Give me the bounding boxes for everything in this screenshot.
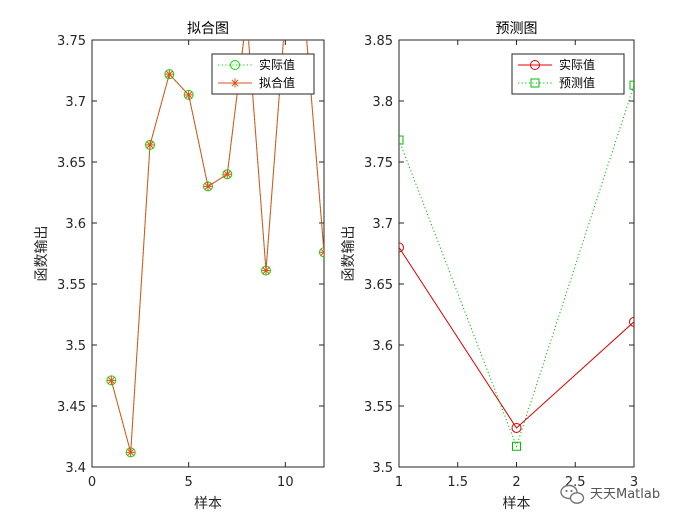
y-tick-label: 3.75: [364, 156, 393, 171]
series-layer: [106, 11, 324, 458]
watermark: 天天Matlab: [560, 484, 660, 504]
asterisk-stroke: [204, 182, 212, 190]
x-tick-label: 1: [395, 475, 403, 490]
data-point-circle: [629, 316, 634, 327]
chart-title: 拟合图: [187, 21, 229, 37]
legend-label: 实际值: [559, 57, 595, 72]
y-tick-label: 3.45: [57, 400, 86, 415]
x-tick-label: 5: [185, 475, 193, 490]
data-point-square: [512, 441, 521, 451]
data-point-asterisk: [242, 11, 251, 20]
y-tick-label: 3.7: [372, 217, 393, 232]
legend-label: 预测值: [559, 75, 595, 90]
data-point-circle: [242, 11, 251, 20]
watermark-text: 天天Matlab: [590, 487, 660, 502]
x-axis-label: 样本: [503, 496, 531, 512]
x-tick-label: 2: [512, 475, 520, 490]
y-tick-label: 3.6: [372, 339, 393, 354]
x-axis-label: 样本: [194, 496, 222, 512]
asterisk-stroke: [282, 12, 288, 18]
y-tick-label: 3.6: [65, 217, 86, 232]
asterisk-stroke: [301, 12, 307, 18]
asterisk-stroke: [127, 448, 135, 456]
data-point-circle: [399, 242, 404, 253]
chart-title: 预测图: [496, 21, 538, 37]
data-point-circle: [281, 11, 290, 20]
x-tick-label: 3: [630, 475, 638, 490]
data-point-circle: [530, 60, 540, 70]
data-point-asterisk: [281, 11, 290, 20]
data-point-square: [399, 135, 404, 145]
y-tick-label: 3.8: [372, 95, 393, 110]
data-point-square: [629, 80, 634, 90]
asterisk-stroke: [243, 12, 249, 18]
data-point-asterisk: [203, 181, 213, 191]
y-tick-label: 3.55: [364, 400, 393, 415]
x-tick-label: 1.5: [447, 475, 468, 490]
asterisk-stroke: [223, 170, 231, 178]
data-point-asterisk: [222, 169, 232, 179]
asterisk-stroke: [231, 79, 239, 87]
data-point-asterisk: [261, 266, 271, 276]
data-point-asterisk: [164, 69, 174, 79]
y-tick-label: 3.85: [364, 34, 393, 49]
asterisk-stroke: [262, 267, 270, 275]
data-point-asterisk: [319, 247, 324, 257]
data-point-asterisk: [184, 90, 194, 100]
wechat-icon: [560, 484, 585, 504]
asterisk-stroke: [185, 91, 193, 99]
y-tick-label: 3.65: [364, 278, 393, 293]
y-tick-label: 3.4: [65, 461, 86, 476]
legend-box: [211, 53, 315, 95]
data-point-asterisk: [106, 375, 116, 385]
series-line: [110, 40, 324, 453]
series-line: [399, 84, 634, 448]
x-tick-label: 10: [277, 475, 294, 490]
y-tick-label: 3.65: [57, 156, 86, 171]
asterisk-stroke: [146, 141, 154, 149]
series-line: [399, 247, 634, 429]
data-point-asterisk: [230, 78, 240, 88]
legend-label: 实际值: [259, 57, 295, 72]
plot-area: [91, 39, 325, 468]
y-axis-label: 函数输出: [34, 226, 50, 282]
plot-area: [398, 39, 635, 468]
x-tick-label: 0: [88, 475, 96, 490]
y-axis-label: 函数输出: [341, 226, 357, 282]
asterisk-stroke: [282, 12, 288, 18]
data-point-circle: [300, 11, 309, 20]
legend-label: 拟合值: [259, 75, 295, 90]
y-tick-label: 3.55: [57, 278, 86, 293]
y-tick-label: 3.5: [372, 461, 393, 476]
data-point-square: [530, 78, 540, 88]
asterisk-stroke: [301, 12, 307, 18]
data-point-asterisk: [300, 11, 309, 20]
data-point-circle: [511, 422, 522, 433]
series-layer: [399, 80, 634, 451]
asterisk-stroke: [320, 248, 324, 253]
asterisk-stroke: [165, 70, 173, 78]
prediction-chart-panel: 1 1.5 2 2.5 33.53.553.63.653.73.753.83.85预测图…: [341, 21, 638, 512]
data-point-asterisk: [145, 140, 155, 150]
data-point-circle: [230, 60, 240, 70]
y-tick-label: 3.5: [65, 339, 86, 354]
asterisk-stroke: [243, 12, 249, 18]
y-tick-label: 3.75: [57, 34, 86, 49]
y-tick-label: 3.7: [65, 95, 86, 110]
data-point-asterisk: [126, 447, 136, 457]
asterisk-stroke: [320, 251, 324, 256]
asterisk-stroke: [107, 376, 115, 384]
